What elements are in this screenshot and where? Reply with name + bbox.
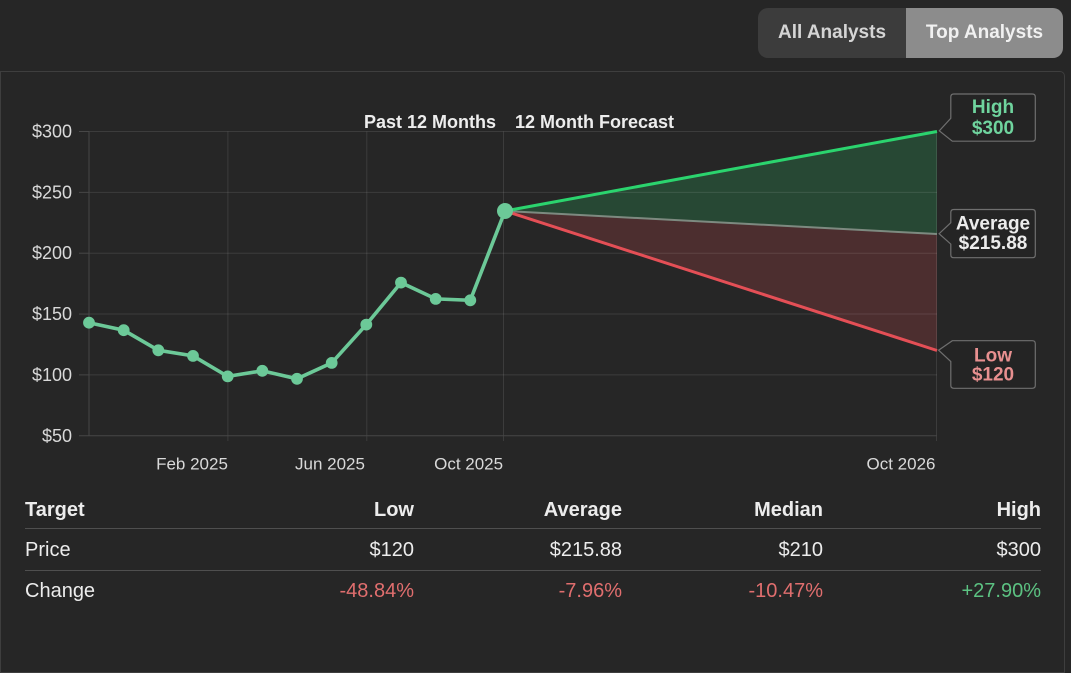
svg-text:$150: $150 bbox=[32, 304, 72, 324]
svg-text:$120: $120 bbox=[972, 364, 1014, 385]
svg-text:Oct 2026: Oct 2026 bbox=[867, 455, 936, 474]
svg-text:Average: Average bbox=[956, 214, 1030, 235]
svg-text:$300: $300 bbox=[32, 122, 72, 142]
svg-text:Oct 2025: Oct 2025 bbox=[434, 455, 503, 474]
svg-text:12 Month Forecast: 12 Month Forecast bbox=[515, 112, 674, 132]
svg-text:$100: $100 bbox=[32, 365, 72, 385]
svg-text:$300: $300 bbox=[972, 118, 1014, 139]
svg-text:Feb 2025: Feb 2025 bbox=[156, 455, 228, 474]
svg-text:Jun 2025: Jun 2025 bbox=[295, 455, 365, 474]
svg-text:$200: $200 bbox=[32, 243, 72, 263]
svg-text:Past 12 Months: Past 12 Months bbox=[364, 112, 496, 132]
svg-text:$215.88: $215.88 bbox=[959, 233, 1028, 254]
svg-text:$250: $250 bbox=[32, 182, 72, 202]
svg-text:Low: Low bbox=[974, 345, 1012, 366]
svg-text:High: High bbox=[972, 97, 1014, 118]
svg-text:$50: $50 bbox=[42, 426, 72, 446]
